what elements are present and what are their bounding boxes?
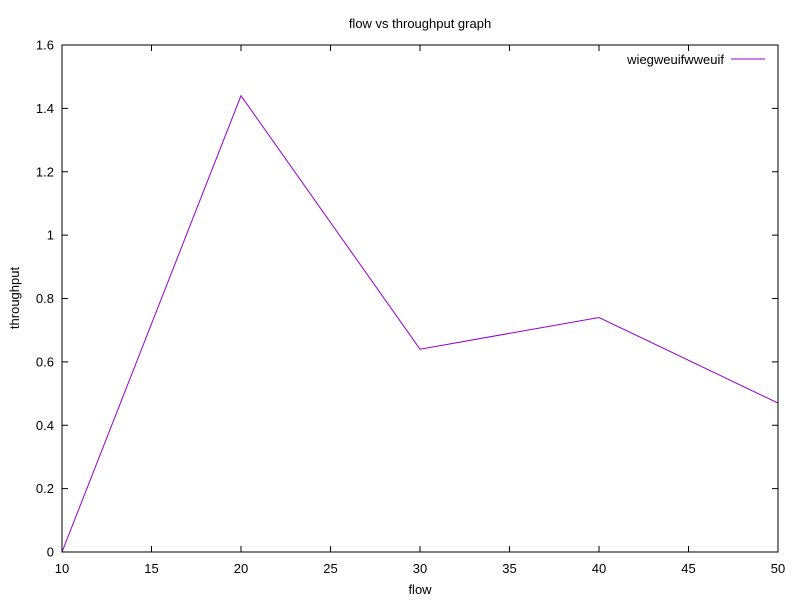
x-axis-label: flow [408, 582, 432, 597]
y-axis-label: throughput [7, 267, 22, 330]
plot-frame [61, 44, 779, 553]
x-tick-label: 40 [592, 561, 606, 576]
x-tick-label: 10 [55, 561, 69, 576]
y-tick-label: 0 [47, 545, 54, 560]
y-tick-label: 0.6 [36, 354, 54, 369]
y-tick-label: 1.2 [36, 164, 54, 179]
y-tick-label: 0.2 [36, 481, 54, 496]
legend-label: wiegweuifwweuif [626, 52, 724, 67]
y-tick-label: 0.4 [36, 418, 54, 433]
x-tick-label: 30 [413, 561, 427, 576]
x-tick-label: 25 [323, 561, 337, 576]
y-tick-label: 1 [47, 228, 54, 243]
x-tick-label: 15 [144, 561, 158, 576]
legend: wiegweuifwweuif [626, 52, 765, 67]
x-tick-label: 45 [681, 561, 695, 576]
x-tick-label: 20 [234, 561, 248, 576]
chart-title: flow vs throughput graph [349, 16, 491, 31]
x-tick-label: 35 [502, 561, 516, 576]
series-line [61, 94, 779, 553]
y-tick-label: 1.4 [36, 101, 54, 116]
y-tick-label: 0.8 [36, 291, 54, 306]
plot-series [61, 94, 779, 553]
x-tick-label: 50 [771, 561, 785, 576]
y-tick-label: 1.6 [36, 38, 54, 53]
axis-ticks: 10 15 20 25 30 35 40 45 50 0 0.2 0.4 0.6 0.8 1 1.2 1.4 1.… [36, 38, 785, 577]
